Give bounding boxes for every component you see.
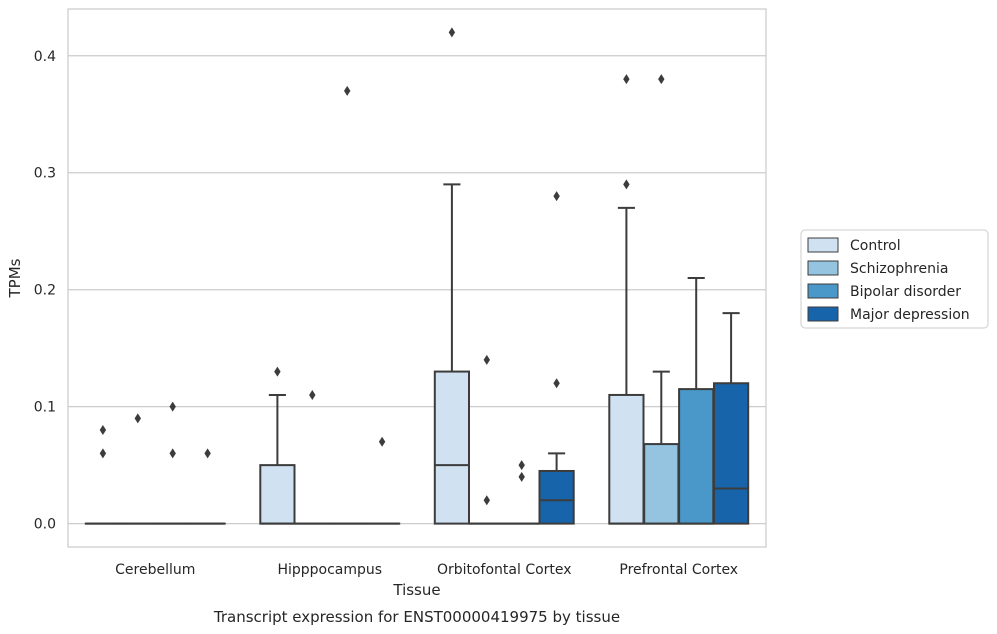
box-group	[678, 277, 715, 525]
x-tick-labels: Cerebellum Hipppocampus Orbitofontal Corte…	[115, 562, 738, 578]
box	[538, 469, 575, 525]
outlier-point	[134, 413, 141, 424]
legend-swatch	[807, 260, 839, 276]
box-group	[119, 413, 156, 525]
figure-caption: Transcript expression for ENST0000041997…	[213, 608, 620, 626]
legend-label: Major depression	[850, 307, 970, 323]
plot-frame	[67, 8, 767, 548]
outlier-point	[553, 378, 560, 389]
legend-frame	[800, 229, 989, 329]
y-tick-label: 0.3	[34, 166, 56, 182]
box	[643, 443, 680, 525]
outlier-point	[448, 27, 456, 38]
outlier-point	[344, 85, 351, 96]
outlier-point	[553, 191, 560, 202]
x-tick-label: Hipppocampus	[277, 562, 382, 578]
outlier-point	[518, 471, 525, 482]
outlier-point	[204, 448, 211, 459]
box	[678, 388, 715, 525]
x-tick-label: Cerebellum	[115, 562, 195, 578]
outlier-point	[483, 354, 490, 365]
outlier-point	[99, 425, 107, 436]
y-tick-label: 0.4	[34, 49, 56, 65]
box	[608, 393, 645, 525]
outlier-point	[274, 366, 281, 377]
outlier-point	[658, 74, 665, 85]
box-group	[294, 389, 331, 525]
x-tick-label: Prefrontal Cortex	[619, 562, 738, 578]
outlier-point	[483, 495, 490, 506]
outlier-point	[623, 179, 630, 190]
box	[259, 464, 296, 525]
box-group	[712, 312, 750, 525]
box-group	[154, 401, 191, 525]
box-group	[84, 425, 122, 525]
outlier-point	[309, 389, 316, 400]
outlier-point	[99, 448, 107, 459]
legend-swatch	[807, 306, 839, 322]
box	[712, 382, 750, 525]
box-group	[538, 191, 575, 525]
box-group	[643, 74, 680, 525]
box-group	[433, 27, 471, 525]
legend-swatch	[807, 237, 839, 253]
x-tick-label: Orbitofontal Cortex	[437, 562, 572, 578]
box-group	[468, 354, 505, 525]
box-group	[259, 366, 296, 525]
outlier-point	[169, 448, 176, 459]
legend-label: Bipolar disorder	[850, 284, 961, 300]
box-group	[503, 460, 540, 525]
y-tick-labels: 0.0 0.1 0.2 0.3 0.4	[34, 49, 56, 533]
box-group	[363, 436, 401, 525]
box-group	[329, 85, 366, 525]
legend-label: Schizophrenia	[850, 261, 948, 277]
x-axis-label: Tissue	[392, 581, 440, 599]
legend-swatch	[807, 283, 839, 299]
boxes	[84, 27, 750, 525]
box-group	[189, 448, 226, 525]
legend-label: Control	[850, 238, 901, 254]
outlier-point	[169, 401, 176, 412]
outlier-point	[518, 460, 525, 471]
box-group	[608, 74, 645, 525]
box	[433, 370, 471, 525]
outlier-point	[378, 436, 386, 447]
outlier-point	[623, 74, 630, 85]
y-tick-label: 0.0	[34, 517, 56, 533]
legend: Control Schizophrenia Bipolar disorder Majo…	[800, 229, 989, 329]
y-axis-label: TPMs	[6, 258, 24, 298]
y-tick-label: 0.1	[34, 400, 56, 416]
y-tick-label: 0.2	[34, 283, 56, 299]
